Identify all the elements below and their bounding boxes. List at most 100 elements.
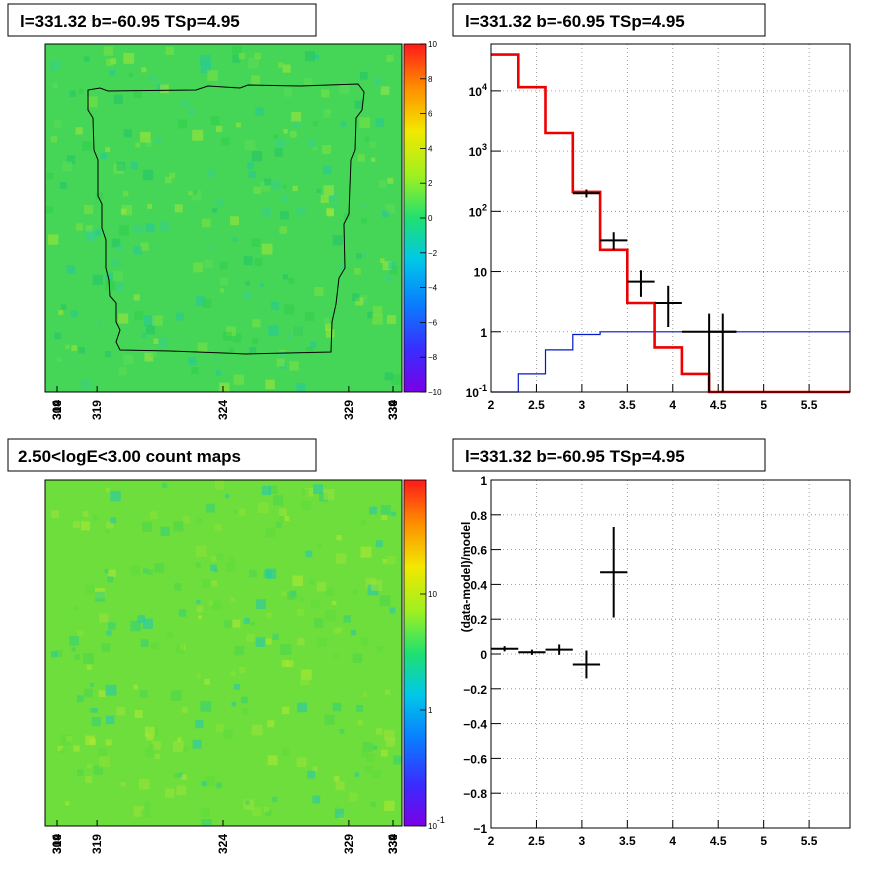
spectrum-title: l=331.32 b=-60.95 TSp=4.95 xyxy=(465,12,685,31)
map-pixel xyxy=(91,717,101,727)
map-pixel xyxy=(314,54,320,60)
map-pixel xyxy=(200,62,212,74)
residuals-plot-area xyxy=(491,480,850,828)
map-pixel xyxy=(77,630,84,637)
map-pixel xyxy=(117,244,124,252)
map-pixel xyxy=(265,568,277,579)
map-pixel xyxy=(384,372,393,381)
map-pixel xyxy=(233,683,240,690)
map-pixel xyxy=(268,485,278,494)
map-pixel xyxy=(120,782,126,787)
map-pixel xyxy=(195,720,204,729)
map-pixel xyxy=(380,749,388,757)
map-pixel xyxy=(195,296,206,307)
map-pixel xyxy=(137,615,146,623)
residuals-y-tick-labels: 1 0.8 0.6 0.4 0.2 0 −0.2 −0.4 −0.6 −0.8 −1 xyxy=(463,474,501,836)
map-pixel xyxy=(258,502,269,514)
map-pixel xyxy=(281,591,287,596)
map-pixel xyxy=(175,644,185,654)
map-pixel xyxy=(78,88,84,94)
map-pixel xyxy=(146,733,154,741)
map-pixel xyxy=(178,119,188,129)
map-pixel xyxy=(336,627,343,633)
map-pixel xyxy=(391,511,396,517)
map-pixel xyxy=(294,595,299,600)
map-pixel xyxy=(361,217,367,224)
map-pixel xyxy=(144,801,151,809)
map-pixel xyxy=(169,172,176,179)
map-pixel xyxy=(372,305,383,316)
map-pixel xyxy=(95,192,103,200)
x-tick-label-3.5: 3.5 xyxy=(619,834,636,848)
map-pixel xyxy=(233,374,244,385)
map-pixel xyxy=(155,137,162,144)
map-pixel xyxy=(118,367,127,376)
map-pixel xyxy=(322,145,331,154)
map-pixel xyxy=(139,778,150,790)
map-pixel xyxy=(339,264,345,271)
colorbar-tick-label: 10-1 xyxy=(428,815,445,831)
colorbar-tick-label: −4 xyxy=(428,284,438,293)
map-pixel xyxy=(282,274,288,280)
map-pixel xyxy=(323,489,335,500)
map-pixel xyxy=(386,55,394,62)
map-pixel xyxy=(58,310,64,315)
map-pixel xyxy=(313,484,323,494)
map-pixel xyxy=(372,314,383,325)
map-pixel xyxy=(234,645,244,656)
map-pixel xyxy=(143,568,148,574)
map-pixel xyxy=(84,204,94,214)
map-pixel xyxy=(221,137,230,146)
map-pixel xyxy=(332,235,343,246)
x-tick-label-3.5: 3.5 xyxy=(619,398,636,412)
map-pixel xyxy=(142,522,152,532)
map-pixel xyxy=(351,293,360,302)
map-pixel xyxy=(296,608,305,616)
map-pixel xyxy=(141,333,147,338)
map-pixel xyxy=(248,171,256,179)
map-pixel xyxy=(149,511,158,519)
map-pixel xyxy=(77,695,84,702)
map-pixel xyxy=(382,558,388,564)
map-pixel xyxy=(105,487,111,493)
spectrum-x-tick-labels: 2 2.5 3 3.5 4 4.5 5 5.5 xyxy=(488,384,818,412)
residual-data-point xyxy=(572,650,601,679)
residuals-panel: 2 2.5 3 3.5 4 4.5 5 5.5 1 0.8 0.6 0.4 0.2 0 −0.2 −0.4 −… xyxy=(452,438,851,848)
map-pixel xyxy=(160,526,170,536)
map-pixel xyxy=(120,208,127,215)
map-pixel xyxy=(201,819,212,826)
map-pixel xyxy=(165,46,174,55)
map-pixel xyxy=(243,617,250,624)
map-pixel xyxy=(371,157,376,162)
map-pixel xyxy=(380,86,390,95)
map-pixel xyxy=(89,708,94,713)
colorbar-tick-label: −2 xyxy=(428,249,438,258)
map-pixel xyxy=(246,162,254,170)
map-pixel xyxy=(384,274,393,282)
map-pixel xyxy=(283,88,292,97)
map-pixel xyxy=(367,311,374,319)
map-pixel xyxy=(296,382,306,392)
map-pixel xyxy=(305,346,314,355)
residuals-x-tick-labels: 2 2.5 3 3.5 4 4.5 5 5.5 xyxy=(488,820,818,848)
map-pixel xyxy=(335,781,345,791)
map-pixel xyxy=(354,100,363,109)
map-pixel xyxy=(312,766,318,772)
count-map-colorbar xyxy=(403,479,427,827)
map-pixel xyxy=(60,304,67,310)
map-pixel xyxy=(154,563,164,573)
x-tick-label-2: 2 xyxy=(488,398,495,412)
map-pixel xyxy=(276,358,285,367)
map-pixel xyxy=(316,581,327,592)
map-pixel xyxy=(241,696,248,704)
residual-map-title: l=331.32 b=-60.95 TSp=4.95 xyxy=(20,12,240,31)
map-pixel xyxy=(288,277,295,284)
map-pixel xyxy=(144,726,155,737)
map-pixel xyxy=(183,746,189,753)
residual-data-point xyxy=(491,646,519,652)
map-pixel xyxy=(251,151,263,162)
map-pixel xyxy=(332,702,342,712)
y-tick-label: −0.2 xyxy=(463,683,487,697)
map-pixel xyxy=(142,169,154,181)
map-pixel xyxy=(362,202,367,207)
